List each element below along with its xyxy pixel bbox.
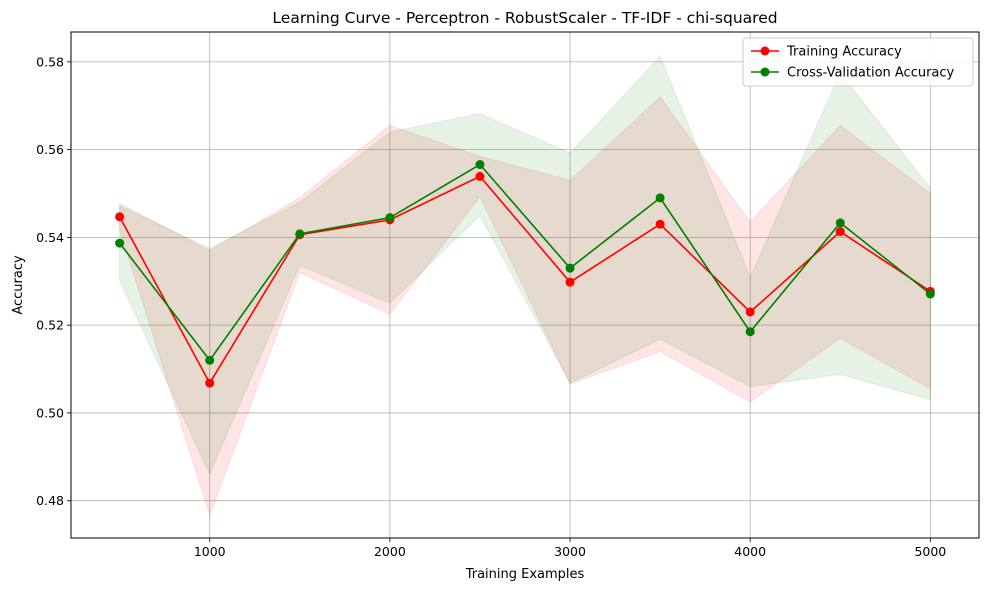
point-training — [655, 219, 665, 229]
confidence-bands — [119, 55, 931, 517]
x-tick-label: 5000 — [914, 544, 946, 559]
point-training — [205, 378, 215, 388]
y-tick-label: 0.52 — [36, 318, 64, 333]
point-training — [835, 227, 845, 237]
series-lines — [118, 163, 931, 385]
point-cross-validation — [565, 263, 575, 273]
legend-swatch-marker — [760, 46, 770, 56]
y-tick-label: 0.58 — [36, 54, 64, 69]
y-tick-label: 0.54 — [36, 230, 64, 245]
point-training — [565, 277, 575, 287]
x-axis-ticks: 1000 2000 3000 4000 5000 — [194, 538, 946, 559]
legend-entry-label: Cross-Validation Accuracy — [787, 66, 955, 81]
point-cross-validation — [835, 218, 845, 228]
point-cross-validation — [655, 193, 665, 203]
y-tick-label: 0.56 — [36, 142, 64, 157]
x-axis-label: Training Examples — [465, 567, 585, 582]
band-training — [119, 96, 931, 517]
plot-area-frame — [70, 31, 980, 539]
line-training — [118, 175, 931, 385]
legend-box — [742, 37, 974, 87]
chart-title: Learning Curve - Perceptron - RobustScal… — [272, 9, 777, 27]
y-axis-ticks: 0.48 0.50 0.52 0.54 0.56 0.58 — [36, 54, 71, 508]
y-axis-label: Accuracy — [11, 255, 26, 315]
point-cross-validation — [115, 238, 125, 248]
legend: Training Accuracy Cross-Validation Accura… — [742, 37, 974, 87]
point-cross-validation — [925, 289, 935, 299]
point-training — [745, 307, 755, 317]
legend-entry-label: Training Accuracy — [786, 45, 902, 60]
point-cross-validation — [475, 160, 485, 170]
point-cross-validation — [205, 355, 215, 365]
point-training — [475, 171, 485, 181]
band-cross-validation — [119, 55, 931, 476]
y-tick-label: 0.50 — [36, 405, 64, 420]
x-tick-label: 2000 — [374, 544, 406, 559]
series-markers — [115, 160, 935, 388]
legend-swatch-marker — [760, 67, 770, 77]
x-tick-label: 3000 — [554, 544, 586, 559]
point-cross-validation — [745, 327, 755, 337]
point-training — [115, 212, 125, 222]
x-tick-label: 4000 — [734, 544, 766, 559]
x-tick-label: 1000 — [194, 544, 226, 559]
point-cross-validation — [385, 213, 395, 223]
y-tick-label: 0.48 — [36, 493, 64, 508]
point-cross-validation — [295, 229, 305, 239]
line-cross-validation — [119, 163, 931, 362]
